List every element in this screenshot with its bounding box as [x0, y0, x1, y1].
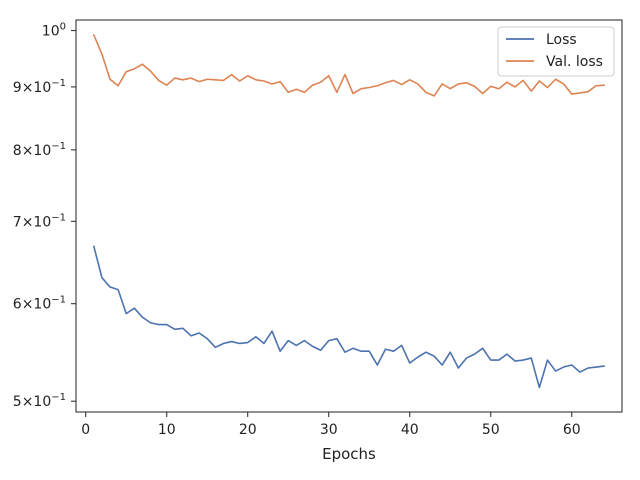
y-tick-label: 7×10−1 — [13, 212, 66, 230]
axes-frame — [75, 19, 623, 413]
x-tick-label: 40 — [401, 422, 419, 438]
legend-label-1: Val. loss — [546, 54, 603, 70]
x-tick-label: 60 — [563, 422, 581, 438]
series-layer — [93, 34, 605, 389]
y-tick-label: 5×10−1 — [13, 392, 66, 410]
x-tick-label: 50 — [482, 422, 500, 438]
axes-layer: 0 10 20 30 40 50 60 100 9×10−1 8×10−1 7×10−1 6×10−1… — [13, 19, 623, 438]
y-tick-label: 6×10−1 — [13, 295, 66, 313]
legend-label-0: Loss — [546, 32, 577, 48]
x-tick-label: 20 — [239, 422, 257, 438]
series-line-1 — [93, 34, 605, 97]
x-tick-label: 10 — [158, 422, 176, 438]
legend: Loss Val. loss — [497, 26, 615, 77]
y-tick-label: 100 — [42, 22, 66, 40]
series-line-0 — [93, 245, 605, 389]
x-tick-label: 30 — [320, 422, 338, 438]
y-tick-label: 8×10−1 — [13, 141, 66, 159]
x-tick-label: 0 — [81, 422, 90, 438]
x-axis-label: Epochs — [322, 445, 376, 463]
y-tick-label: 9×10−1 — [13, 78, 66, 96]
